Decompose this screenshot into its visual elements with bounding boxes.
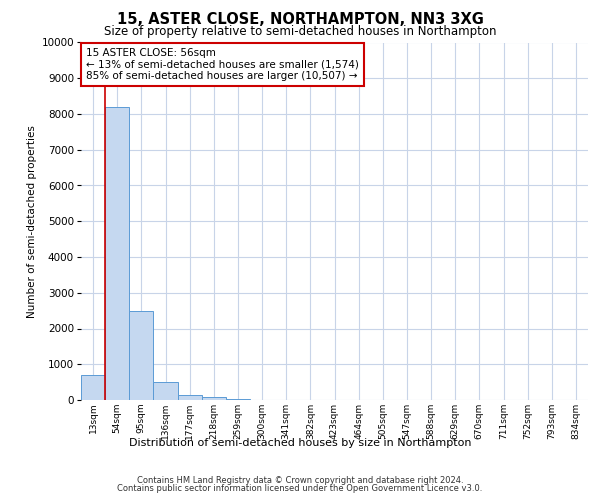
Text: Distribution of semi-detached houses by size in Northampton: Distribution of semi-detached houses by … [129,438,471,448]
Text: Size of property relative to semi-detached houses in Northampton: Size of property relative to semi-detach… [104,25,496,38]
Text: Contains HM Land Registry data © Crown copyright and database right 2024.: Contains HM Land Registry data © Crown c… [137,476,463,485]
Text: Contains public sector information licensed under the Open Government Licence v3: Contains public sector information licen… [118,484,482,493]
Bar [81,375,105,400]
Bar [154,382,178,400]
Text: 15, ASTER CLOSE, NORTHAMPTON, NN3 3XG: 15, ASTER CLOSE, NORTHAMPTON, NN3 3XG [116,12,484,28]
Bar [202,397,226,400]
Y-axis label: Number of semi-detached properties: Number of semi-detached properties [27,125,37,318]
Text: 15 ASTER CLOSE: 56sqm
← 13% of semi-detached houses are smaller (1,574)
85% of s: 15 ASTER CLOSE: 56sqm ← 13% of semi-deta… [86,48,359,81]
Bar [129,310,154,400]
Bar [226,399,250,400]
Bar [105,107,129,400]
Bar [178,394,202,400]
